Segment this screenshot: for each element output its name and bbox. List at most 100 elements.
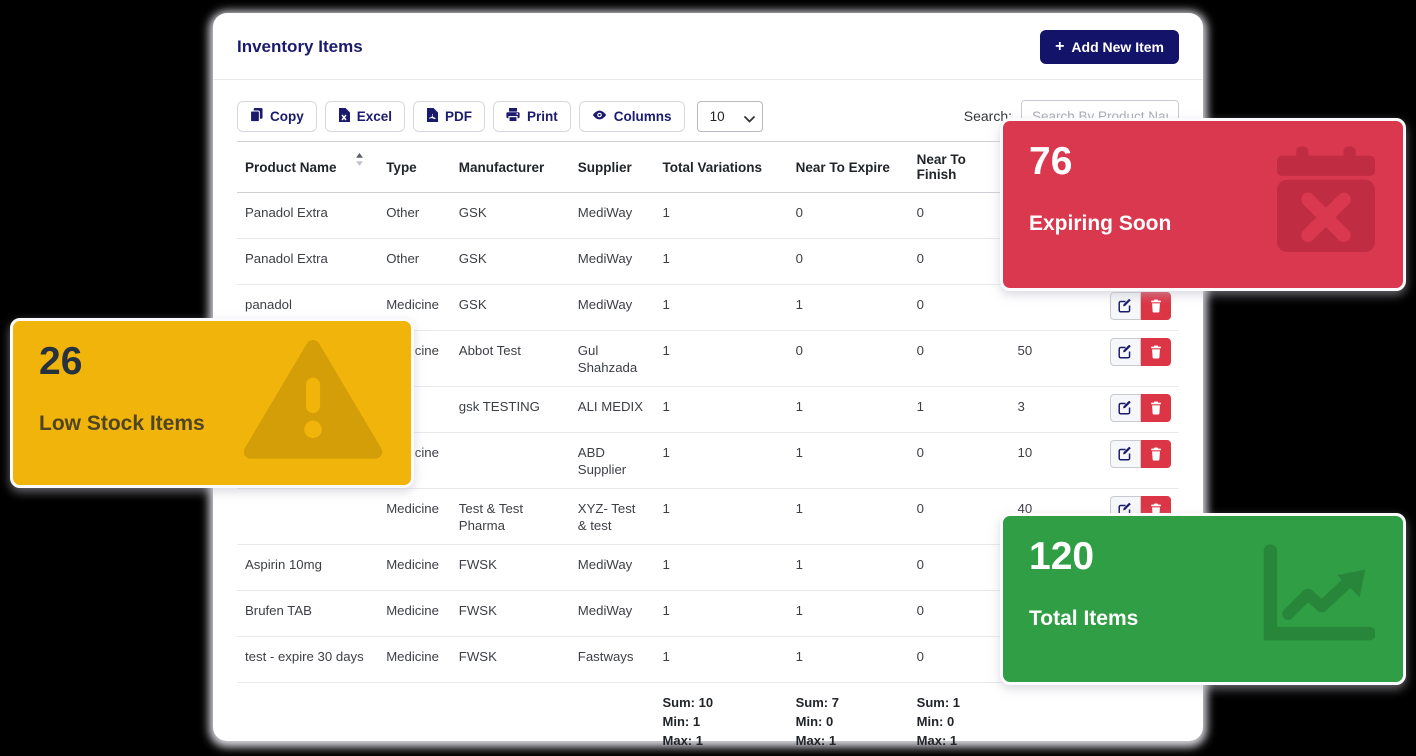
column-header-type[interactable]: Type: [378, 141, 451, 193]
summary-min: Min: 0: [795, 714, 834, 729]
delete-button[interactable]: [1140, 338, 1171, 366]
low-stock-value: 26: [39, 340, 83, 383]
pdf-button[interactable]: PDF: [413, 100, 486, 132]
cell-qty: [1009, 284, 1103, 331]
cell-expire: 1: [787, 488, 909, 545]
delete-button[interactable]: [1140, 394, 1171, 422]
calendar-x-icon: [1277, 146, 1375, 263]
print-button[interactable]: Print: [493, 100, 571, 132]
cell-qty: 10: [1009, 432, 1103, 489]
actions-cell: [1102, 386, 1179, 433]
cell-variations: 1: [654, 636, 788, 683]
summary-row: Sum: 10 Min: 1 Max: 1 Sum: 7 Min: 0 Max:…: [237, 683, 1179, 756]
excel-button[interactable]: Excel: [324, 100, 406, 132]
columns-button[interactable]: Columns: [578, 100, 685, 132]
cell-expire: 0: [787, 192, 909, 239]
cell-supplier: ALI MEDIX: [569, 386, 655, 433]
cell-manufacturer: GSK: [450, 284, 570, 331]
column-header-near-to-finish[interactable]: Near To Finish: [908, 141, 1010, 193]
summary-empty: [237, 683, 378, 756]
cell-finish: 0: [908, 590, 1010, 637]
summary-empty: [1010, 683, 1103, 756]
low-stock-card: 26 Low Stock Items: [10, 318, 414, 488]
add-new-item-button[interactable]: + Add New Item: [1040, 30, 1179, 64]
cell-finish: 0: [908, 488, 1010, 545]
cell-supplier: MediWay: [569, 238, 655, 285]
cell-variations: 1: [654, 284, 788, 331]
cell-manufacturer: GSK: [450, 192, 570, 239]
cell-supplier: XYZ- Test & test: [569, 488, 655, 545]
pdf-label: PDF: [445, 108, 473, 124]
sort-arrows-icon[interactable]: [355, 153, 364, 169]
total-items-value: 120: [1029, 535, 1095, 578]
cell-type: Medicine: [378, 544, 451, 591]
panel-header: Inventory Items + Add New Item: [213, 13, 1203, 80]
cell-variations: 1: [654, 488, 788, 545]
page-size-select[interactable]: 10: [696, 100, 763, 132]
delete-button[interactable]: [1140, 292, 1171, 320]
cell-manufacturer: FWSK: [450, 590, 570, 637]
summary-max: Max: 1: [916, 733, 958, 748]
cell-variations: 1: [654, 330, 788, 387]
file-pdf-icon: [426, 107, 439, 125]
cell-qty: 3: [1009, 386, 1103, 433]
summary-sum: Sum: 7: [795, 695, 839, 710]
print-label: Print: [527, 108, 558, 124]
add-button-label: Add New Item: [1071, 39, 1164, 55]
actions-cell: [1102, 284, 1179, 331]
cell-finish: 0: [908, 238, 1010, 285]
cell-manufacturer: gsk TESTING: [450, 386, 570, 433]
column-header-total-variations[interactable]: Total Variations: [654, 141, 788, 193]
actions-cell: [1102, 330, 1179, 387]
summary-empty: [570, 683, 655, 756]
edit-button[interactable]: [1110, 394, 1141, 422]
summary-empty: [451, 683, 570, 756]
page-title: Inventory Items: [237, 37, 363, 56]
column-header-label: Product Name: [245, 159, 337, 175]
cell-variations: 1: [654, 386, 788, 433]
copy-button[interactable]: Copy: [237, 100, 317, 132]
copy-icon: [250, 107, 263, 125]
cell-supplier: MediWay: [569, 544, 655, 591]
total-items-label: Total Items: [1029, 606, 1139, 630]
cell-type: Medicine: [378, 636, 451, 683]
cell-manufacturer: GSK: [450, 238, 570, 285]
column-header-supplier[interactable]: Supplier: [569, 141, 655, 193]
cell-name: Aspirin 10mg: [237, 544, 379, 591]
summary-max: Max: 1: [662, 733, 703, 748]
cell-manufacturer: Abbot Test: [450, 330, 570, 387]
summary-min: Min: 1: [662, 714, 701, 729]
edit-button[interactable]: [1110, 338, 1141, 366]
column-header-product-name[interactable]: Product Name: [237, 141, 379, 193]
delete-button[interactable]: [1140, 440, 1171, 468]
edit-button[interactable]: [1110, 440, 1141, 468]
cell-supplier: MediWay: [569, 590, 655, 637]
warning-triangle-icon: [243, 340, 383, 467]
cell-manufacturer: FWSK: [450, 544, 570, 591]
total-items-card: 120 Total Items: [1000, 513, 1406, 685]
row-actions: [1110, 440, 1171, 468]
cell-finish: 1: [908, 386, 1010, 433]
summary-expire: Sum: 7 Min: 0 Max: 1: [788, 683, 909, 756]
column-header-near-to-expire[interactable]: Near To Expire: [787, 141, 909, 193]
export-buttons: Copy Excel PDF Print Columns: [237, 100, 763, 132]
expiring-soon-value: 76: [1029, 140, 1073, 183]
cell-supplier: Gul Shahzada: [569, 330, 655, 387]
summary-min: Min: 0: [916, 714, 955, 729]
low-stock-label: Low Stock Items: [39, 411, 205, 435]
cell-expire: 1: [787, 590, 909, 637]
columns-label: Columns: [613, 108, 672, 124]
cell-supplier: MediWay: [569, 284, 655, 331]
column-header-manufacturer[interactable]: Manufacturer: [450, 141, 570, 193]
search-label: Search:: [963, 108, 1012, 124]
edit-button[interactable]: [1110, 292, 1141, 320]
eye-icon: [592, 108, 607, 125]
cell-qty: 50: [1009, 330, 1103, 387]
summary-sum: Sum: 10: [662, 695, 714, 710]
cell-variations: 1: [654, 590, 788, 637]
cell-finish: 0: [908, 192, 1010, 239]
expiring-soon-card: 76 Expiring Soon: [1000, 118, 1406, 291]
cell-name: Brufen TAB: [237, 590, 379, 637]
cell-name: [237, 488, 379, 545]
